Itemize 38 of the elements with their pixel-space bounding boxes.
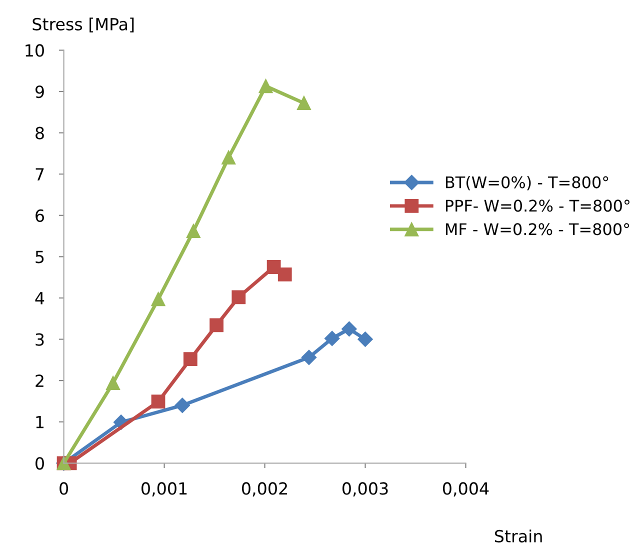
point [266, 260, 281, 274]
point [278, 267, 292, 282]
point [324, 330, 340, 346]
y-tick-label: 1 [36, 416, 44, 428]
y-axis-title: Stress [MPa] [32, 18, 134, 32]
point [222, 150, 236, 165]
y-tick-label: 4 [35, 292, 44, 304]
point [183, 352, 198, 366]
point [186, 224, 200, 238]
point [151, 292, 166, 306]
x-axis-title: Strain [494, 530, 542, 542]
legend-label: PPF- W=0.2% - T=800° [446, 200, 630, 212]
x-tick-label: 0 [60, 482, 68, 495]
point [106, 376, 120, 390]
point [258, 79, 273, 94]
y-tick-label: 3 [36, 333, 44, 346]
legend-label: MF - W=0.2% - T=800° [446, 223, 630, 236]
legend-label: BT(W=0%) - T=800° [446, 176, 608, 190]
point [301, 350, 317, 365]
y-tick-label: 7 [36, 168, 44, 180]
point [232, 290, 246, 304]
y-tick-label: 0 [36, 457, 44, 470]
x-tick-label: 0,004 [442, 482, 489, 496]
point [210, 318, 224, 332]
x-tick-label: 0,001 [142, 482, 187, 496]
x-tick-label: 0,002 [242, 482, 287, 496]
y-tick-label: 6 [36, 209, 44, 222]
point [342, 321, 357, 337]
y-tick-label: 2 [36, 374, 44, 387]
point [297, 96, 311, 110]
y-tick-label: 9 [35, 85, 44, 98]
point [358, 332, 373, 347]
y-tick-label: 8 [36, 126, 44, 140]
point [174, 398, 190, 413]
x-tick-label: 0,003 [342, 482, 388, 496]
point [151, 394, 166, 409]
y-tick-label: 10 [26, 44, 44, 57]
y-tick-label: 5 [36, 250, 44, 264]
